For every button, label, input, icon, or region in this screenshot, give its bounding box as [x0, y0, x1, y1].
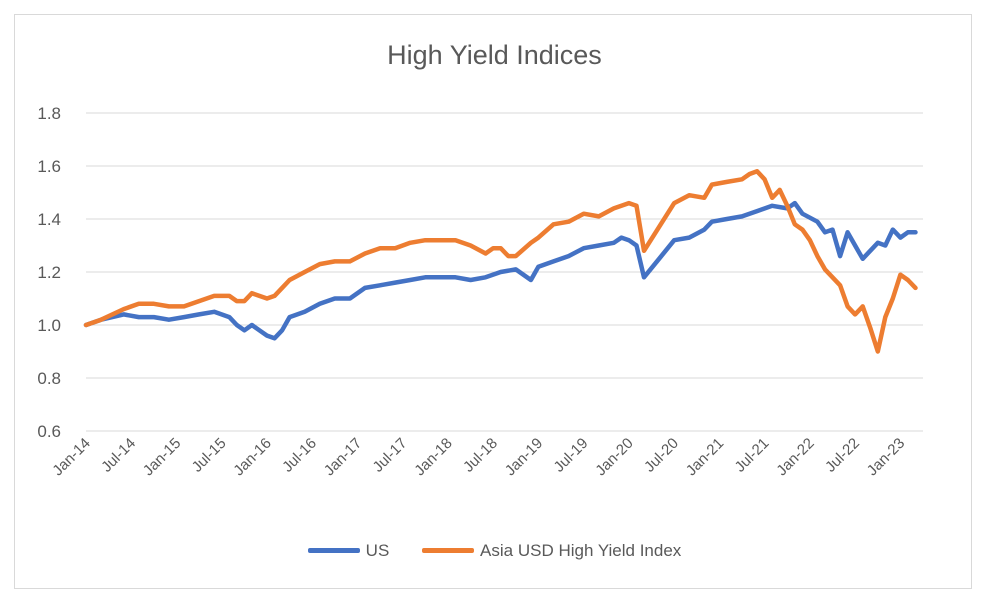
x-tick-label: Jan-15 [140, 435, 184, 479]
x-tick-label: Jan-23 [864, 435, 908, 479]
x-tick-label: Jul-16 [279, 435, 320, 476]
series-lines [83, 169, 918, 354]
x-tick-label: Jul-21 [732, 435, 773, 476]
chart-title: High Yield Indices [387, 40, 602, 70]
x-tick-label: Jan-16 [230, 435, 274, 479]
x-tick-label: Jul-22 [822, 435, 863, 476]
y-axis-ticks: 0.6 0.8 1.0 1.2 1.4 1.6 1.8 [37, 104, 61, 441]
legend-item-asia: Asia USD High Yield Index [422, 541, 681, 561]
x-tick-label: Jan-17 [321, 435, 365, 479]
legend-swatch-us [307, 548, 360, 553]
legend-label-us: US [365, 540, 390, 560]
x-tick-label: Jan-18 [411, 435, 455, 479]
legend-label-asia: Asia USD High Yield Index [480, 540, 682, 560]
x-axis-ticks: Jan-14 Jul-14 Jan-15 Jul-15 Jan-16 Jul-16 Jan-… [49, 435, 908, 479]
x-tick-label: Jul-15 [189, 435, 230, 476]
y-tick-label: 1.8 [37, 104, 61, 123]
x-tick-label: Jul-18 [460, 435, 501, 476]
x-tick-label: Jul-14 [98, 435, 139, 476]
x-tick-label: Jul-19 [551, 435, 592, 476]
x-tick-label: Jul-17 [370, 435, 411, 476]
x-tick-label: Jan-22 [773, 435, 817, 479]
y-tick-label: 1.6 [37, 157, 61, 176]
x-tick-label: Jul-20 [641, 435, 682, 476]
y-tick-label: 0.8 [37, 369, 61, 388]
legend-item-us: US [307, 540, 390, 561]
x-tick-label: Jan-19 [502, 435, 546, 479]
series-line-us [83, 200, 918, 341]
x-tick-label: Jan-20 [592, 435, 636, 479]
x-tick-label: Jan-14 [49, 435, 93, 479]
chart-frame [14, 14, 972, 589]
x-tick-label: Jan-21 [683, 435, 727, 479]
y-tick-label: 1.4 [37, 210, 61, 229]
gridlines [86, 112, 923, 432]
series-line-asia [83, 169, 918, 354]
y-tick-label: 0.6 [37, 422, 61, 441]
y-tick-label: 1.2 [37, 263, 61, 282]
y-tick-label: 1.0 [37, 316, 61, 335]
legend-swatch-asia [422, 548, 475, 553]
legend: US Asia USD High Yield Index [0, 538, 989, 561]
